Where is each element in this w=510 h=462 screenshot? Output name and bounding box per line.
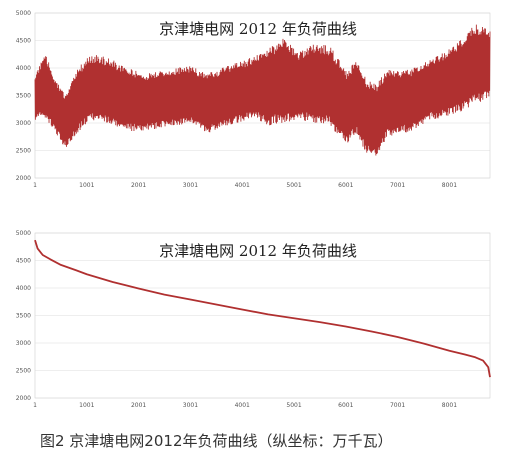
y-tick-label: 4500 xyxy=(16,258,31,265)
x-tick-label: 1001 xyxy=(79,402,94,409)
x-tick-label: 7001 xyxy=(390,182,405,189)
load-chart-chronological: 2000 2500 3000 3500 4000 4500 5000 1 1001 2001 300… xyxy=(16,10,491,189)
figure-caption: 图2 京津塘电网2012年负荷曲线（纵坐标：万千瓦） xyxy=(40,432,393,450)
series-line-duration-curve xyxy=(34,239,491,378)
y-tick-label: 3000 xyxy=(16,340,31,347)
y-tick-label: 4500 xyxy=(16,38,31,45)
y-tick-label: 5000 xyxy=(16,10,31,17)
x-tick-label: 6001 xyxy=(338,182,353,189)
x-tick-label: 3001 xyxy=(183,402,198,409)
x-tick-label: 1 xyxy=(33,182,37,189)
x-tick-label: 1001 xyxy=(79,182,94,189)
x-tick-label: 5001 xyxy=(286,402,301,409)
chart-title: 京津塘电网 2012 年负荷曲线 xyxy=(159,20,357,38)
y-tick-label: 3500 xyxy=(16,93,31,100)
x-tick-label: 3001 xyxy=(183,182,198,189)
x-tick-label: 7001 xyxy=(390,402,405,409)
x-tick-label: 2001 xyxy=(131,182,146,189)
y-tick-label: 4000 xyxy=(16,285,31,292)
y-tick-label: 2000 xyxy=(16,175,31,182)
x-tick-label: 4001 xyxy=(235,182,250,189)
series-line-hourly-load xyxy=(34,24,491,156)
y-tick-label: 2500 xyxy=(16,368,31,375)
y-tick-label: 2000 xyxy=(16,395,31,402)
x-tick-label: 8001 xyxy=(442,182,457,189)
x-tick-label: 4001 xyxy=(235,402,250,409)
y-tick-label: 3500 xyxy=(16,313,31,320)
y-tick-label: 5000 xyxy=(16,230,31,237)
x-tick-label: 5001 xyxy=(286,182,301,189)
x-tick-label: 8001 xyxy=(442,402,457,409)
y-tick-label: 2500 xyxy=(16,148,31,155)
x-tick-label: 6001 xyxy=(338,402,353,409)
load-chart-duration: 2000 2500 3000 3500 4000 4500 5000 1 1001 2001 300… xyxy=(16,230,491,409)
y-tick-label: 3000 xyxy=(16,120,31,127)
chart-title: 京津塘电网 2012 年负荷曲线 xyxy=(159,242,357,260)
x-tick-label: 1 xyxy=(33,402,37,409)
x-tick-label: 2001 xyxy=(131,402,146,409)
y-tick-label: 4000 xyxy=(16,65,31,72)
